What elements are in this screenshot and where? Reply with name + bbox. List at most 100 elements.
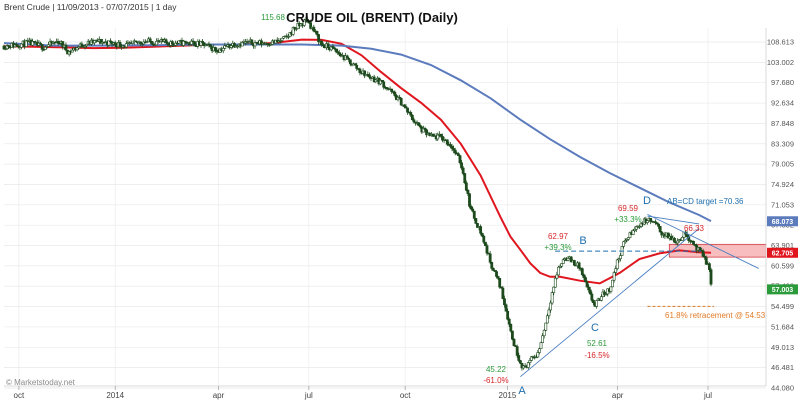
candle-body — [614, 268, 618, 273]
pattern-layer — [520, 214, 759, 378]
candle-body — [124, 43, 128, 48]
price-box — [767, 284, 798, 295]
y-tick-label: 54.499 — [771, 302, 794, 311]
candle-body — [39, 42, 42, 45]
candle-body — [472, 210, 476, 219]
candle-body — [545, 315, 549, 324]
candle-body — [148, 38, 152, 42]
y-tick-label: 63.901 — [771, 241, 794, 250]
candle-body — [701, 250, 705, 257]
candle-body — [590, 293, 594, 301]
candle-body — [439, 133, 443, 137]
candle-body — [461, 167, 465, 174]
x-tick-label: apr — [213, 391, 225, 400]
candle-body — [488, 253, 492, 263]
candle-body — [164, 39, 168, 43]
candle-body — [604, 293, 608, 296]
point-label-b: B — [579, 235, 586, 247]
candle-body — [398, 96, 402, 99]
upper-channel-line — [647, 215, 700, 225]
candle-body — [269, 44, 273, 46]
candle-body — [469, 206, 473, 210]
point-label-c: C — [591, 322, 599, 334]
candle-body — [499, 286, 503, 289]
candle-body — [646, 220, 649, 223]
candle-body — [708, 263, 711, 270]
candle-body — [410, 114, 414, 121]
candle-body — [321, 44, 325, 47]
candle-body — [673, 237, 676, 243]
chart-title: CRUDE OIL (BRENT) (Daily) — [286, 10, 458, 25]
candle-body — [484, 241, 487, 246]
candle-body — [333, 47, 336, 50]
candle-body — [490, 261, 494, 269]
annotation-d-change: +33.3% — [614, 215, 641, 224]
candle-body — [658, 226, 662, 233]
candle-body — [681, 237, 684, 241]
candle-body — [221, 48, 225, 52]
candle-body — [580, 268, 584, 276]
candle-body — [422, 128, 425, 133]
candle-body — [306, 18, 309, 23]
candle-body — [498, 277, 502, 288]
watermark: © Marketstoday.net — [6, 378, 76, 387]
x-tick-label: oct — [14, 391, 25, 400]
candle-body — [363, 70, 367, 77]
x-tick-label: oct — [400, 391, 411, 400]
y-tick-label: 51.684 — [771, 322, 794, 331]
candle-body — [107, 40, 111, 46]
candle-body — [385, 87, 389, 89]
candle-body — [7, 45, 11, 48]
annotation-d-value: 69.59 — [618, 204, 639, 213]
x-tick-label: jul — [304, 391, 313, 400]
candle-body — [183, 40, 187, 43]
y-tick-label: 103.002 — [767, 58, 794, 67]
price-box-layer: 68.073 62.705 57.003 — [767, 216, 798, 295]
candle-body — [569, 256, 573, 263]
candle-body — [2, 45, 6, 50]
candle-body — [518, 360, 522, 364]
candle-body — [622, 241, 626, 247]
candle-body — [653, 221, 657, 224]
candle-body — [423, 128, 427, 131]
candle-body — [213, 47, 217, 51]
candle-body — [282, 36, 286, 39]
candle-body — [572, 260, 576, 266]
candle-body — [587, 286, 591, 291]
candle-body — [471, 208, 475, 212]
candle-body — [452, 148, 456, 151]
instrument-info: Brent Crude | 11/09/2013 - 07/07/2015 | … — [4, 2, 177, 12]
y-tick-label: 87.848 — [771, 119, 794, 128]
candle-body — [368, 74, 371, 78]
price-box — [767, 216, 798, 227]
candle-body — [175, 42, 179, 45]
candle-body — [417, 122, 421, 126]
annotation-b-change: +39.3% — [544, 243, 571, 252]
candle-body — [436, 134, 440, 140]
candle-body — [588, 289, 592, 295]
candle-body — [536, 352, 540, 358]
candle-body — [380, 80, 384, 83]
candle-body — [118, 42, 122, 47]
candle-body — [625, 239, 629, 241]
candle-body — [399, 98, 403, 106]
candle-body — [47, 44, 50, 47]
x-tick-label: 2014 — [106, 391, 124, 400]
candle-body — [704, 257, 708, 265]
y-tick-label: 46.481 — [771, 363, 794, 372]
candle-body — [425, 129, 429, 136]
candle-body — [503, 298, 506, 306]
candle-body — [326, 43, 330, 48]
candle-body — [253, 42, 257, 47]
y-tick-label: 60.599 — [771, 261, 794, 270]
price-box-label: 57.003 — [772, 287, 794, 294]
annotation-high-value: 115.68 — [261, 13, 285, 22]
x-tick-label: 2015 — [499, 391, 517, 400]
candle-body — [93, 40, 96, 44]
candle-body — [703, 255, 707, 258]
candle-body — [240, 41, 244, 47]
candle-body — [512, 338, 516, 346]
candle-body — [372, 76, 376, 83]
candle-body — [676, 240, 680, 244]
